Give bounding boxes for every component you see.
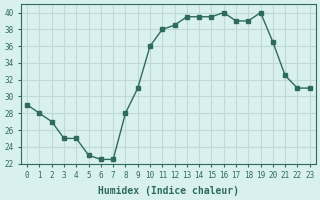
X-axis label: Humidex (Indice chaleur): Humidex (Indice chaleur): [98, 186, 239, 196]
